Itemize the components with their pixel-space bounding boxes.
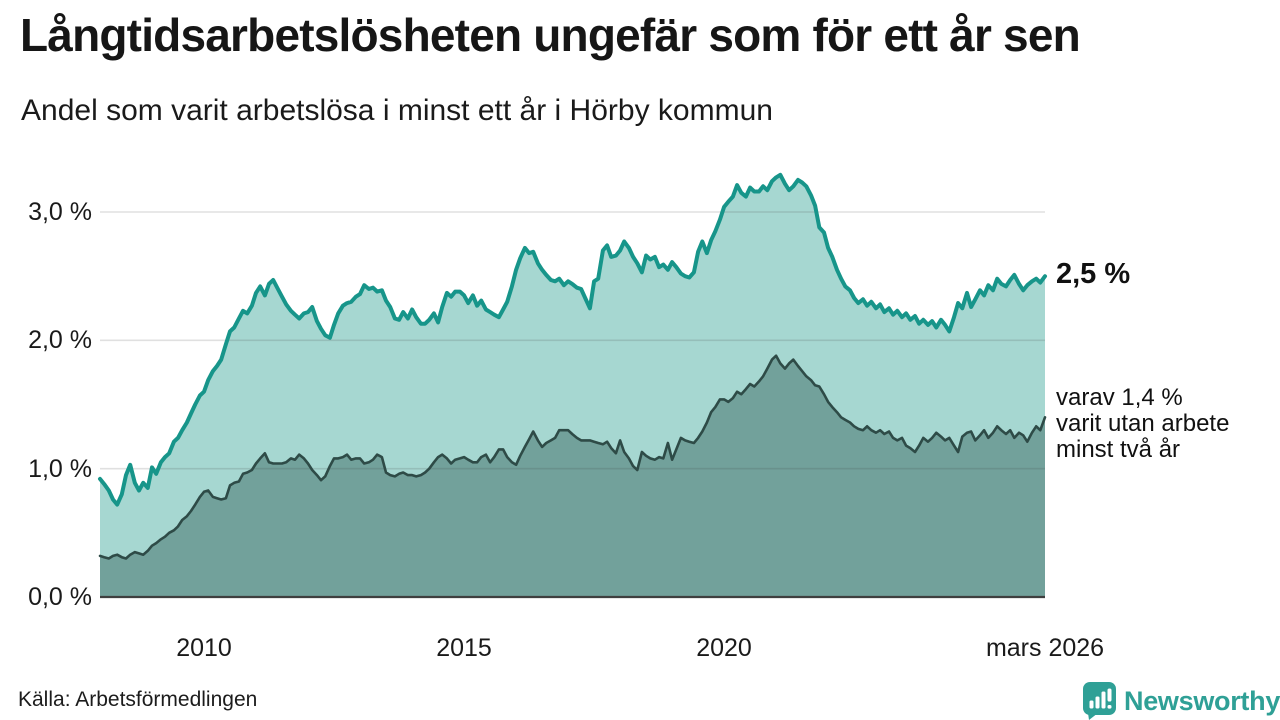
latest-total-value-label: 2,5 %	[1056, 258, 1131, 291]
x-tick-label: 2020	[696, 634, 752, 662]
x-tick-label: mars 2026	[985, 634, 1105, 662]
y-tick-label: 1,0 %	[28, 454, 92, 483]
line-unemployed-one-year	[98, 172, 1047, 507]
newsworthy-speech-bubble-bar-chart-icon	[1083, 682, 1116, 720]
source-caption: Källa: Arbetsförmedlingen	[18, 688, 258, 711]
y-tick-label: 0,0 %	[28, 583, 92, 611]
page-subtitle: Andel som varit arbetslösa i minst ett å…	[21, 94, 773, 127]
newsworthy-wordmark: Newsworthy	[1124, 685, 1280, 716]
y-tick-label: 2,0 %	[28, 326, 92, 355]
y-tick-label: 3,0 %	[28, 198, 92, 226]
line-unemployed-two-years	[98, 354, 1047, 560]
two-year-annotation-line: varit utan arbete	[1056, 410, 1230, 438]
two-year-annotation-line: varav 1,4 %	[1056, 384, 1183, 412]
x-tick-label: 2010	[176, 634, 232, 662]
newsworthy-logo: Newsworthy	[1083, 682, 1280, 720]
x-tick-label: 2015	[436, 634, 492, 662]
two-year-annotation-line: minst två år	[1056, 436, 1181, 464]
area-unemployed-two-years	[100, 355, 1045, 597]
two-year-annotation: varav 1,4 % varit utan arbete minst två …	[1056, 385, 1229, 463]
page-title: Långtidsarbetslösheten ungefär som för e…	[20, 9, 1081, 61]
